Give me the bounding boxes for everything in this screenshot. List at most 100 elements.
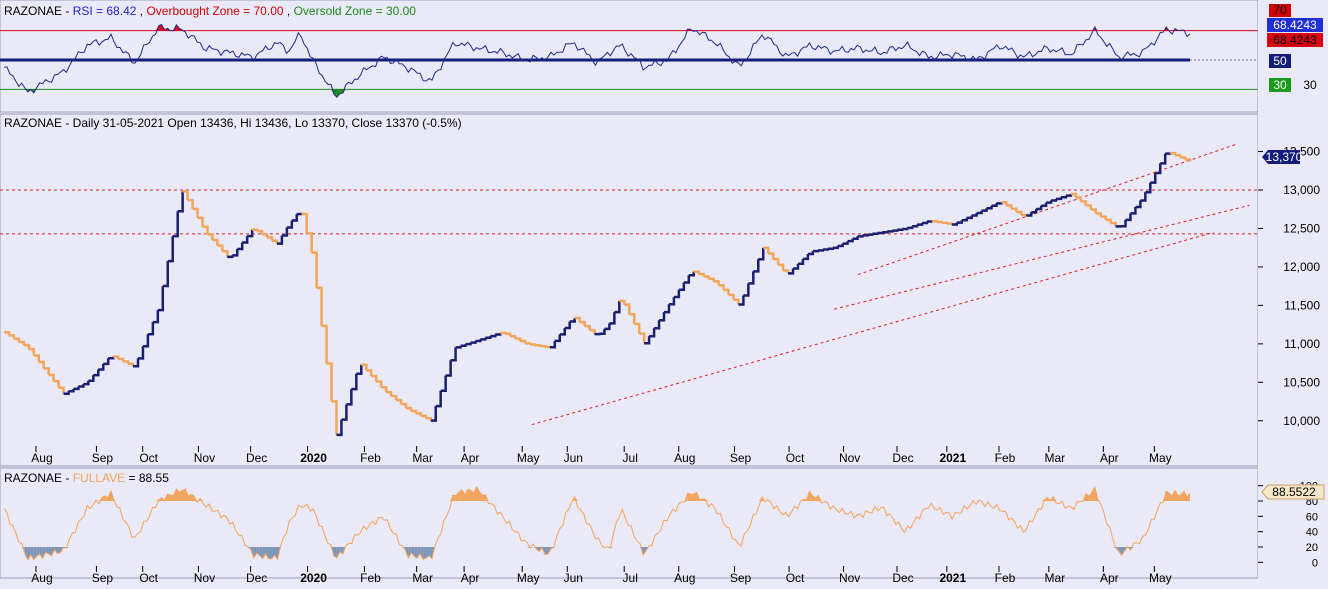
price-segment — [758, 247, 765, 261]
rsi-line — [3, 23, 1191, 99]
price-segment — [361, 363, 368, 371]
fullave-high-fill — [1169, 493, 1173, 501]
price-segment — [242, 236, 249, 244]
price-segment — [430, 406, 437, 422]
xtick-label: Sep — [92, 571, 114, 585]
fullave-high-fill — [464, 489, 468, 501]
price-segment — [530, 343, 537, 346]
fullave-high-fill — [687, 493, 691, 501]
price-x-axis: Aug Sep Oct Nov Dec 2020 Feb Mar Apr May Jun Jul Aug… — [31, 446, 1172, 465]
fullave-panel[interactable] — [0, 467, 1259, 579]
fullave-chart — [3, 485, 1191, 561]
price-segment — [872, 232, 879, 236]
fullave-low-fill — [1118, 547, 1122, 556]
fullave-low-fill — [57, 547, 61, 554]
xtick-label: Nov — [839, 571, 860, 585]
price-segment — [450, 347, 457, 362]
xtick-label: Oct — [139, 571, 158, 585]
fullave-high-fill — [458, 489, 462, 501]
price-segment — [589, 328, 596, 335]
xtick-label: Oct — [139, 451, 158, 465]
price-segment — [237, 242, 244, 251]
fullave-high-fill — [1175, 490, 1179, 501]
rsi-symbol: RAZONAE — [4, 4, 62, 18]
xtick-label: Aug — [31, 451, 52, 465]
price-segment — [137, 346, 145, 360]
price-segment — [902, 227, 909, 231]
price-segment — [917, 223, 924, 226]
price-segment — [634, 322, 641, 334]
fullave-low-fill — [643, 547, 647, 555]
xtick-label: 2020 — [300, 451, 327, 465]
fullave-high-fill — [467, 489, 471, 501]
fullave-low-fill — [48, 547, 52, 556]
xtick-label: Dec — [892, 451, 913, 465]
price-segment — [1135, 200, 1142, 209]
overbought-label: Overbought Zone = 70.00 — [146, 4, 283, 18]
oversold-fill — [33, 89, 37, 93]
fullave-low-fill — [417, 547, 421, 559]
fullave-high-fill — [482, 494, 486, 501]
price-segment — [614, 300, 621, 314]
price-segment — [1060, 195, 1068, 199]
rsi-chart — [0, 23, 1258, 99]
fullave-low-fill — [411, 547, 415, 557]
price-segment — [247, 229, 254, 238]
fullave-low-fill — [544, 547, 548, 555]
fullave-low-fill — [420, 547, 424, 560]
price-segment — [569, 318, 576, 323]
rsi-value-label: RSI = 68.42 — [73, 4, 137, 18]
fullave-high-fill — [690, 494, 694, 501]
rsi-axis-30: 30 — [1303, 78, 1317, 92]
xtick-label: Aug — [674, 451, 695, 465]
price-segment — [410, 409, 418, 414]
badge-50: 50 — [1273, 54, 1287, 68]
rsi-title-group: RAZONAE - RSI = 68.42 , Overbought Zone … — [4, 4, 416, 18]
fullave-high-fill — [809, 491, 813, 501]
badge-30: 30 — [1273, 78, 1287, 92]
price-segment — [683, 275, 691, 284]
fullave-symbol: RAZONAE — [4, 471, 62, 485]
xtick-label: Oct — [786, 451, 805, 465]
xtick-label: 2021 — [939, 571, 966, 585]
xtick-label: Jun — [564, 451, 583, 465]
price-panel[interactable] — [0, 113, 1259, 467]
fullave-low-fill — [24, 547, 28, 560]
price-segment — [1001, 201, 1008, 206]
price-segment — [147, 322, 155, 336]
price-segment — [252, 228, 259, 232]
price-segment — [842, 241, 849, 245]
fullave-title-group: RAZONAE - FULLAVE = 88.55 — [4, 471, 169, 485]
xtick-label: Sep — [730, 451, 752, 465]
price-chart — [0, 143, 1258, 437]
price-segment — [986, 205, 993, 210]
price-segment — [177, 191, 184, 213]
price-segment — [356, 364, 363, 376]
badge-70: 70 — [1273, 3, 1287, 17]
price-segment — [797, 258, 805, 265]
price-segment — [33, 354, 40, 362]
price-segment — [480, 337, 487, 341]
fullave-low-fill — [426, 547, 430, 559]
price-segment — [1046, 200, 1053, 204]
fullave-high-fill — [1187, 493, 1190, 501]
price-segment — [396, 398, 403, 405]
price-segment — [391, 394, 398, 401]
fullave-low-fill — [336, 547, 340, 558]
xtick-label: Nov — [194, 571, 215, 585]
xtick-label: 2021 — [939, 451, 966, 465]
fullave-high-fill — [170, 495, 174, 501]
price-segment — [1016, 210, 1023, 216]
price-segment — [1080, 200, 1088, 206]
price-segment — [599, 328, 606, 335]
price-segment — [400, 402, 408, 409]
price-segment — [644, 336, 651, 345]
price-segment — [13, 337, 21, 342]
price-segment — [4, 331, 11, 336]
fullave-low-fill — [414, 547, 418, 559]
price-segment — [678, 282, 686, 291]
fullave-badge: 88.5522 — [1272, 485, 1316, 499]
price-segment — [549, 340, 557, 349]
badge-70-bg — [1269, 4, 1291, 17]
price-segment — [142, 334, 150, 348]
